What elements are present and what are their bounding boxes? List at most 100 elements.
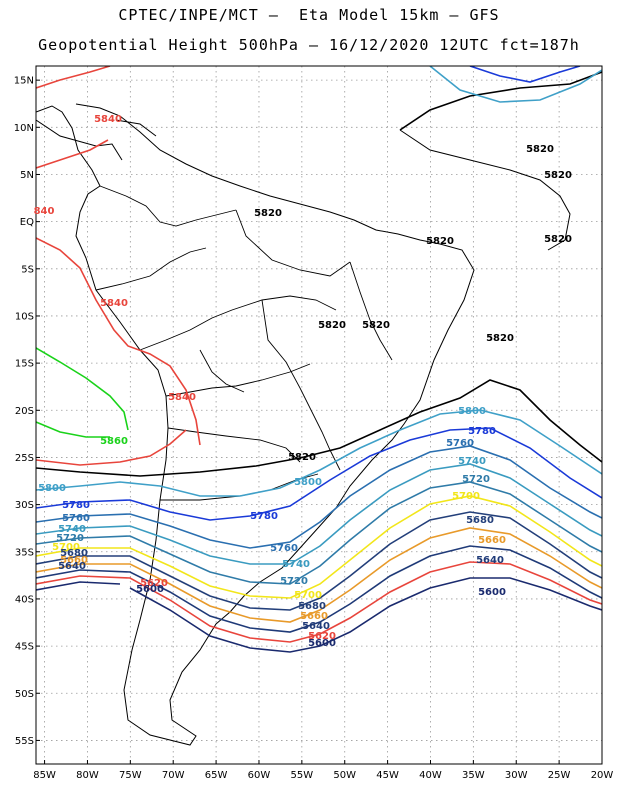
lon-tick-label: 70W: [162, 770, 185, 781]
lon-tick-label: 25W: [548, 770, 571, 781]
height-contours: [36, 66, 602, 653]
contour-5820-main: [36, 379, 602, 477]
contour-label-5740: 5740: [58, 524, 86, 535]
contour-5800: [36, 409, 602, 497]
contour-5660: [36, 527, 602, 623]
lat-tick-label: 20S: [15, 406, 34, 417]
contour-label-5820: 5820: [362, 320, 390, 331]
lat-tick-label: EQ: [20, 217, 34, 228]
contour-label-5620: 5620: [140, 578, 168, 589]
contour-5620: [36, 561, 602, 643]
contour-label-5700: 5700: [52, 542, 80, 553]
lat-lon-grid: [36, 66, 603, 764]
contour-label-5800: 5800: [294, 477, 322, 488]
contour-5840-low: [36, 429, 187, 466]
contour-label-5760: 5760: [446, 438, 474, 449]
contour-label-5640: 5640: [302, 621, 330, 632]
contour-5780: [36, 427, 602, 521]
map-title: CPTEC/INPE/MCT – Eta Model 15km – GFS: [118, 6, 500, 24]
contour-label-5680: 5680: [60, 548, 88, 559]
contour-5640: [36, 545, 602, 633]
lon-tick-label: 75W: [119, 770, 142, 781]
contour-label-5660: 5660: [300, 611, 328, 622]
contour-label-5720: 5720: [56, 533, 84, 544]
lat-tick-label: 55S: [15, 736, 34, 747]
contour-label-5720: 5720: [462, 474, 490, 485]
contour-label-5640: 5640: [58, 561, 86, 572]
contour-label-5640: 5640: [476, 555, 504, 566]
contour-5840-west: [36, 237, 201, 446]
lat-tick-label: 5S: [21, 264, 34, 275]
contour-label-5760: 5760: [62, 513, 90, 524]
contour-labels: 5840 840 5840 5840 5860 5820 5820 5820 5820 5820 5…: [34, 114, 572, 649]
lat-tick-label: 45S: [15, 642, 34, 653]
contour-5820-north: [399, 71, 602, 131]
contour-label-5820: 5820: [318, 320, 346, 331]
contour-5720: [36, 481, 602, 585]
contour-label-5820: 5820: [544, 170, 572, 181]
contour-5760: [36, 445, 602, 549]
contour-label-5740: 5740: [282, 559, 310, 570]
contour-label-5800: 5800: [38, 483, 66, 494]
contour-label-5680: 5680: [466, 515, 494, 526]
contour-label-5820: 5820: [544, 234, 572, 245]
contour-label-5780: 5780: [62, 500, 90, 511]
contour-label-5600: 5600: [308, 638, 336, 649]
contour-5840-north: [36, 66, 111, 89]
lon-tick-label: 35W: [462, 770, 485, 781]
map-subtitle: Geopotential Height 500hPa – 16/12/2020 …: [38, 36, 580, 54]
contour-label-5600: 5600: [478, 587, 506, 598]
lon-tick-label: 55W: [291, 770, 314, 781]
lon-tick-label: 85W: [33, 770, 56, 781]
contour-5860-b: [36, 421, 110, 438]
contour-label-5780: 5780: [250, 511, 278, 522]
contour-label-5660: 5660: [60, 555, 88, 566]
lat-tick-label: 50S: [15, 689, 34, 700]
lon-tick-label: 60W: [248, 770, 271, 781]
contour-label-5840: 5840: [168, 392, 196, 403]
lat-tick-label: 15N: [14, 76, 34, 87]
lat-tick-label: 35S: [15, 547, 34, 558]
contour-label-5760: 5760: [270, 543, 298, 554]
contour-5600-west: [36, 581, 121, 591]
lon-tick-label: 65W: [205, 770, 228, 781]
contour-5700: [36, 495, 602, 599]
contour-5740: [36, 463, 602, 565]
contour-5680: [36, 511, 602, 611]
political-borders: [95, 185, 393, 501]
contour-label-5700: 5700: [294, 590, 322, 601]
map-frame: [35, 65, 603, 765]
lat-tick-label: 10S: [15, 311, 34, 322]
contour-label-5720: 5720: [280, 576, 308, 587]
contour-label-5840: 5840: [94, 114, 122, 125]
lon-tick-label: 50W: [333, 770, 356, 781]
contour-label-5800: 5800: [458, 406, 486, 417]
contour-5840-coast: [36, 139, 109, 169]
contour-label-5620: 5620: [308, 631, 336, 642]
lon-tick-label: 40W: [419, 770, 442, 781]
lon-tick-label: 20W: [591, 770, 614, 781]
contour-label-5860: 5860: [100, 436, 128, 447]
lon-tick-label: 80W: [76, 770, 99, 781]
lon-tick-label: 30W: [505, 770, 528, 781]
contour-label-5820: 5820: [288, 452, 316, 463]
lat-tick-label: 40S: [15, 594, 34, 605]
contour-label-5840: 5840: [100, 298, 128, 309]
contour-label-5820: 5820: [526, 144, 554, 155]
contour-5600: [129, 577, 602, 653]
contour-label-5780: 5780: [468, 426, 496, 437]
contour-label-5820: 5820: [486, 333, 514, 344]
lat-tick-label: 15S: [15, 359, 34, 370]
contour-5800-north: [429, 66, 602, 103]
contour-5780-north: [469, 66, 581, 83]
contour-label-5740: 5740: [458, 456, 486, 467]
contour-label-5840: 840: [34, 206, 55, 217]
contour-5860: [36, 347, 129, 431]
lat-tick-label: 5N: [20, 170, 34, 181]
longitude-axis: 85W 80W 75W 70W 65W 60W 55W 50W 45W 40W 35W 30W 25W 2…: [33, 760, 613, 781]
lat-tick-label: 10N: [14, 123, 34, 134]
contour-label-5680: 5680: [298, 601, 326, 612]
contour-label-5660: 5660: [478, 535, 506, 546]
contour-label-5700: 5700: [452, 491, 480, 502]
